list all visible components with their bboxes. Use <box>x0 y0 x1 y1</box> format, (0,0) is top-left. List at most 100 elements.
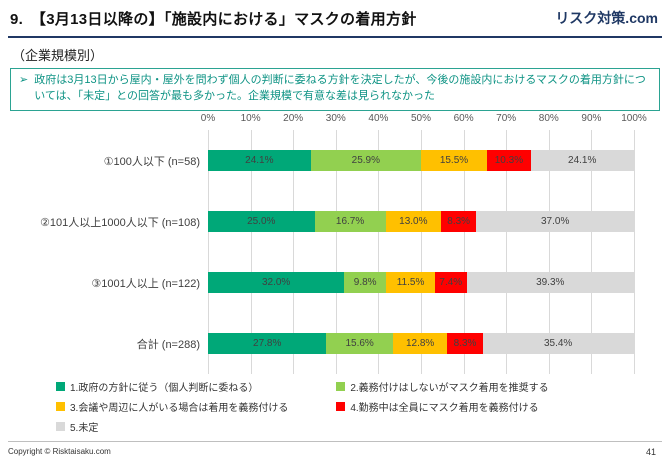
x-axis-tick: 50% <box>410 113 432 124</box>
bar-value-label: 15.6% <box>345 338 374 349</box>
bar-segment: 25.0% <box>208 211 315 232</box>
brand-logo: リスク対策.com <box>555 10 658 26</box>
x-axis-tick: 0% <box>200 113 216 124</box>
summary-note-text: 政府は3月13日から屋内・屋外を問わず個人の判断に委ねる方針を決定したが、今後の… <box>34 74 646 102</box>
legend-item: 5.未定 <box>56 419 288 434</box>
bar-track: 32.0% 9.8% 11.5% 7.4% 39.3% <box>208 272 634 293</box>
bar-segment: 25.9% <box>310 150 421 171</box>
x-axis-tick: 40% <box>368 113 389 124</box>
bar-value-label: 9.8% <box>353 277 377 288</box>
bar-segment: 13.0% <box>385 211 442 232</box>
bar-value-label: 10.3% <box>494 155 524 166</box>
bar-value-label: 16.7% <box>335 216 365 227</box>
category-label: ①100人以下 (n=58) <box>103 155 200 168</box>
bar-value-label: 8.3% <box>453 338 477 349</box>
x-axis: 0% 10% 20% 30% 40% 50% 60% 70% 80% 90% 100% <box>201 112 647 130</box>
x-axis-tick: 20% <box>283 113 304 124</box>
bar-track: 25.0% 16.7% 13.0% 8.3% 37.0% <box>208 211 634 232</box>
category-label: ②101人以上1000人以下 (n=108) <box>40 216 200 229</box>
legend-label: 1.政府の方針に従う（個人判断に委ねる） <box>70 383 259 394</box>
summary-note-box: ➢ 政府は3月13日から屋内・屋外を問わず個人の判断に委ねる方針を決定したが、今… <box>10 68 660 111</box>
category-label: 合計 (n=288) <box>136 338 200 351</box>
legend: 1.政府の方針に従う（個人判断に委ねる） 2.義務付けはしないがマスク着用を推奨す… <box>56 379 549 434</box>
bar-value-label: 32.0% <box>261 277 291 288</box>
bar-value-label: 24.1% <box>245 155 274 166</box>
x-axis-tick: 90% <box>581 113 602 124</box>
bar-segment: 37.0% <box>476 211 634 232</box>
page-number: 41 <box>645 447 656 457</box>
x-axis-tick: 10% <box>240 113 261 124</box>
slide-subtitle: （企業規模別） <box>12 48 104 63</box>
legend-item: 4.勤務中は全員にマスク着用を義務付ける <box>336 399 548 414</box>
bar-track: 27.8% 15.6% 12.8% 8.3% 35.4% <box>208 333 634 354</box>
chart-rows: ①100人以下 (n=58) 24.1% 25.9% 15.5% 10.3% 24.1% ②… <box>12 130 634 374</box>
bar-value-label: 25.9% <box>351 155 380 166</box>
bar-value-label: 15.5% <box>439 155 469 166</box>
bar-value-label: 35.4% <box>543 338 573 349</box>
legend-marker <box>56 402 65 411</box>
x-axis-tick: 100% <box>621 113 647 124</box>
gridline <box>335 130 337 374</box>
gridline <box>463 130 465 374</box>
bar-value-label: 7.4% <box>439 277 463 288</box>
slide-title: 9. 【3月13日以降の】「施設内における」マスクの着用方針 <box>10 11 417 28</box>
gridline <box>293 130 295 374</box>
bar-segment: 24.1% <box>208 150 311 171</box>
bar-value-label: 39.3% <box>536 277 565 288</box>
bar-track: 24.1% 25.9% 15.5% 10.3% 24.1% <box>208 150 634 171</box>
chart-row: 合計 (n=288) 27.8% 15.6% 12.8% 8.3% 35.4% <box>12 313 634 374</box>
x-axis-tick: 60% <box>453 113 474 124</box>
legend-label: 3.会議や周辺に人がいる場合は着用を義務付ける <box>70 403 289 414</box>
bar-value-label: 25.0% <box>247 216 276 227</box>
bar-value-label: 24.1% <box>568 155 597 166</box>
footer-rule <box>8 441 662 442</box>
bar-value-label: 8.3% <box>447 216 471 227</box>
legend-marker <box>336 402 346 411</box>
legend-marker <box>336 382 346 391</box>
gridline <box>250 130 252 374</box>
bar-segment: 24.1% <box>530 150 634 171</box>
x-axis-tick: 30% <box>325 113 346 124</box>
bar-segment: 39.3% <box>466 272 634 293</box>
bar-segment: 15.6% <box>326 333 393 354</box>
legend-item: 1.政府の方針に従う（個人判断に委ねる） <box>56 379 288 394</box>
gridline <box>208 130 209 374</box>
bar-segment: 27.8% <box>208 333 327 354</box>
copyright: Copyright © Risktaisaku.com <box>8 447 111 456</box>
bar-segment: 8.3% <box>441 211 477 232</box>
bar-segment: 7.4% <box>435 272 467 293</box>
gridline <box>506 130 508 374</box>
legend-label: 5.未定 <box>70 423 99 434</box>
arrow-bullet-icon: ➢ <box>19 74 29 86</box>
legend-marker <box>56 382 65 391</box>
bar-value-label: 11.5% <box>396 277 425 288</box>
gridline <box>591 130 593 374</box>
legend-item: 2.義務付けはしないがマスク着用を推奨する <box>336 379 549 394</box>
bar-segment: 11.5% <box>386 272 436 293</box>
legend-item: 3.会議や周辺に人がいる場合は着用を義務付ける <box>56 399 288 414</box>
bar-segment: 10.3% <box>487 150 531 171</box>
title-rule <box>8 36 662 38</box>
legend-label: 2.義務付けはしないがマスク着用を推奨する <box>350 383 549 394</box>
legend-label: 4.勤務中は全員にマスク着用を義務付ける <box>350 403 539 414</box>
chart-row: ③1001人以上 (n=122) 32.0% 9.8% 11.5% 7.4% 39.3% <box>12 252 634 313</box>
x-axis-tick: 80% <box>538 113 559 124</box>
bar-segment: 8.3% <box>447 333 483 354</box>
stacked-bar-chart: 0% 10% 20% 30% 40% 50% 60% 70% 80% 90% 100% ①100人以… <box>12 112 647 374</box>
bar-value-label: 37.0% <box>540 216 570 227</box>
header: 9. 【3月13日以降の】「施設内における」マスクの着用方針 リスク対策.com <box>10 8 658 29</box>
gridline <box>634 130 635 374</box>
bar-segment: 35.4% <box>482 333 634 354</box>
legend-marker <box>56 422 65 431</box>
bar-segment: 12.8% <box>392 333 448 354</box>
gridline <box>421 130 422 374</box>
bar-value-label: 12.8% <box>405 338 435 349</box>
category-label: ③1001人以上 (n=122) <box>91 277 200 290</box>
chart-row: ①100人以下 (n=58) 24.1% 25.9% 15.5% 10.3% 24.1% <box>12 130 634 191</box>
gridline <box>548 130 550 374</box>
gridline <box>378 130 380 374</box>
bar-value-label: 13.0% <box>399 216 428 227</box>
bar-segment: 9.8% <box>344 272 387 293</box>
bar-value-label: 27.8% <box>253 338 282 349</box>
